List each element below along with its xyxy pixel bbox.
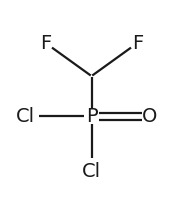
Text: Cl: Cl	[16, 107, 35, 126]
Text: Cl: Cl	[82, 162, 101, 181]
Text: P: P	[86, 107, 97, 126]
Text: O: O	[142, 107, 158, 126]
Text: F: F	[40, 34, 51, 53]
Text: F: F	[132, 34, 143, 53]
